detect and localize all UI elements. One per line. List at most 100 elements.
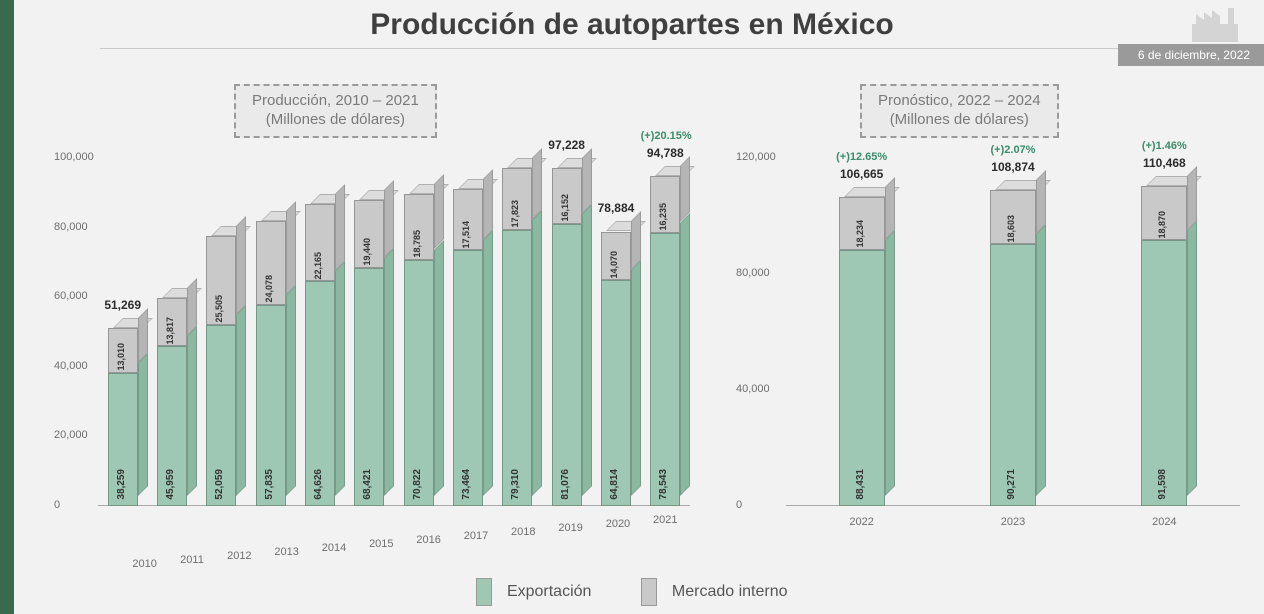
bar-side-export — [532, 210, 542, 496]
right-title-l2: (Millones de dólares) — [890, 111, 1029, 128]
bar: 68,42119,440 — [354, 200, 384, 506]
total-label: 97,228 — [542, 138, 591, 152]
export-segment — [1141, 240, 1187, 506]
internal-value-label: 25,505 — [214, 295, 228, 323]
internal-value-label: 22,165 — [313, 252, 327, 280]
left-title-l1: Producción, 2010 – 2021 — [252, 92, 419, 109]
bar-side-internal — [532, 148, 542, 220]
bar-side-internal — [885, 177, 895, 240]
export-value-label: 73,464 — [461, 469, 475, 500]
x-label: 2019 — [546, 522, 595, 534]
right-title-l1: Pronóstico, 2022 – 2024 — [878, 92, 1041, 109]
internal-value-label: 14,070 — [609, 251, 623, 279]
y-tick: 40,000 — [54, 360, 88, 372]
bar-slot: 45,95913,8172011 — [147, 298, 196, 506]
x-label: 2023 — [937, 516, 1088, 528]
export-value-label: 64,626 — [313, 469, 327, 500]
date-badge: 6 de diciembre, 2022 — [1118, 44, 1264, 66]
left-chart-panel: Producción, 2010 – 2021 (Millones de dól… — [54, 72, 694, 552]
total-label: 106,665 — [786, 167, 937, 181]
y-tick: 80,000 — [736, 267, 770, 279]
pct-label: (+)12.65% — [786, 151, 937, 163]
legend-internal: Mercado interno — [641, 578, 787, 606]
bar: 52,059 25,505 — [206, 236, 236, 506]
bar: 45,95913,817 — [157, 298, 187, 506]
legend-internal-swatch — [641, 578, 657, 606]
y-tick: 120,000 — [736, 151, 776, 163]
bar-side-internal — [1036, 170, 1046, 234]
right-panel-title: Pronóstico, 2022 – 2024 (Millones de dól… — [860, 84, 1059, 138]
right-bars: 88,43118,234106,665(+)12.65%202290,27118… — [786, 158, 1240, 506]
bar-side-internal — [286, 201, 296, 295]
bar: 88,431 18,234 — [839, 197, 885, 506]
y-tick: 40,000 — [736, 383, 770, 395]
bar-side-internal — [384, 180, 394, 258]
legend: Exportación Mercado interno — [0, 578, 1264, 606]
internal-value-label: 13,817 — [165, 317, 179, 345]
bar: 57,83524,078 — [256, 221, 286, 506]
bar: 78,54316,235 — [650, 176, 680, 506]
y-tick: 0 — [736, 499, 742, 511]
bar: 38,25913,010 — [108, 328, 138, 506]
bar: 79,31017,823 — [502, 168, 532, 506]
export-segment — [990, 244, 1036, 506]
bar-side-internal — [434, 174, 444, 249]
bar-side-internal — [582, 148, 592, 214]
bar: 70,822 18,785 — [404, 194, 434, 506]
x-label: 2018 — [499, 526, 548, 538]
pct-label: (+)1.46% — [1089, 140, 1240, 152]
internal-value-label: 18,785 — [412, 230, 426, 258]
export-value-label: 81,076 — [560, 469, 574, 500]
x-label: 2017 — [451, 530, 500, 542]
bar-slot: 81,07616,15297,2282019 — [542, 168, 591, 506]
x-label: 2011 — [167, 554, 216, 566]
page-title: Producción de autopartes en México — [0, 8, 1264, 42]
bar-side-export — [286, 285, 296, 496]
x-label: 2024 — [1089, 516, 1240, 528]
bar-side-export — [335, 261, 345, 496]
internal-value-label: 18,603 — [1006, 215, 1020, 243]
total-label: 94,788 — [641, 146, 690, 160]
export-value-label: 64,814 — [609, 469, 623, 500]
left-chart-area: 38,25913,01051,269201045,95913,817201152… — [98, 158, 690, 506]
bar-side-export — [885, 230, 895, 496]
x-label: 2020 — [593, 518, 642, 530]
bar-slot: 38,25913,01051,2692010 — [98, 328, 147, 506]
right-chart-panel: Pronóstico, 2022 – 2024 (Millones de dól… — [730, 72, 1244, 552]
x-label: 2021 — [641, 514, 690, 526]
export-segment — [502, 230, 532, 506]
export-segment — [839, 250, 885, 506]
pct-label: (+)2.07% — [937, 144, 1088, 156]
bar-slot: 88,43118,234106,665(+)12.65%2022 — [786, 197, 937, 506]
bar-slot: 78,54316,23594,788(+)20.15%2021 — [641, 176, 690, 506]
total-label: 51,269 — [98, 298, 147, 312]
bar-side-internal — [236, 216, 246, 315]
date-text: 6 de diciembre, 2022 — [1138, 48, 1250, 62]
internal-value-label: 18,234 — [855, 220, 869, 248]
bar-slot: 52,05925,5052012 — [197, 236, 246, 506]
export-value-label: 88,431 — [855, 469, 869, 500]
bar-side-export — [384, 248, 394, 496]
internal-value-label: 16,152 — [560, 194, 574, 222]
bar-side-internal — [335, 184, 345, 271]
header-rule — [100, 48, 1164, 49]
bar-side-export — [138, 353, 148, 496]
export-value-label: 57,835 — [264, 469, 278, 500]
bar-side-export — [1036, 224, 1046, 496]
y-tick: 80,000 — [54, 221, 88, 233]
export-segment — [650, 233, 680, 506]
export-value-label: 70,822 — [412, 469, 426, 500]
bar-side-internal — [138, 308, 148, 363]
bar-slot: 79,31017,8232018 — [493, 168, 542, 506]
x-label: 2012 — [215, 550, 264, 562]
bar-side-export — [236, 305, 246, 496]
export-value-label: 79,310 — [510, 469, 524, 500]
internal-value-label: 19,440 — [362, 238, 376, 266]
total-label: 108,874 — [937, 160, 1088, 174]
factory-icon — [1190, 6, 1240, 44]
bar-side-export — [434, 240, 444, 496]
export-value-label: 52,059 — [214, 469, 228, 500]
bar-slot: 73,46417,5142017 — [443, 189, 492, 506]
charts-row: Producción, 2010 – 2021 (Millones de dól… — [54, 72, 1244, 552]
bar-slot: 70,82218,7852016 — [394, 194, 443, 506]
